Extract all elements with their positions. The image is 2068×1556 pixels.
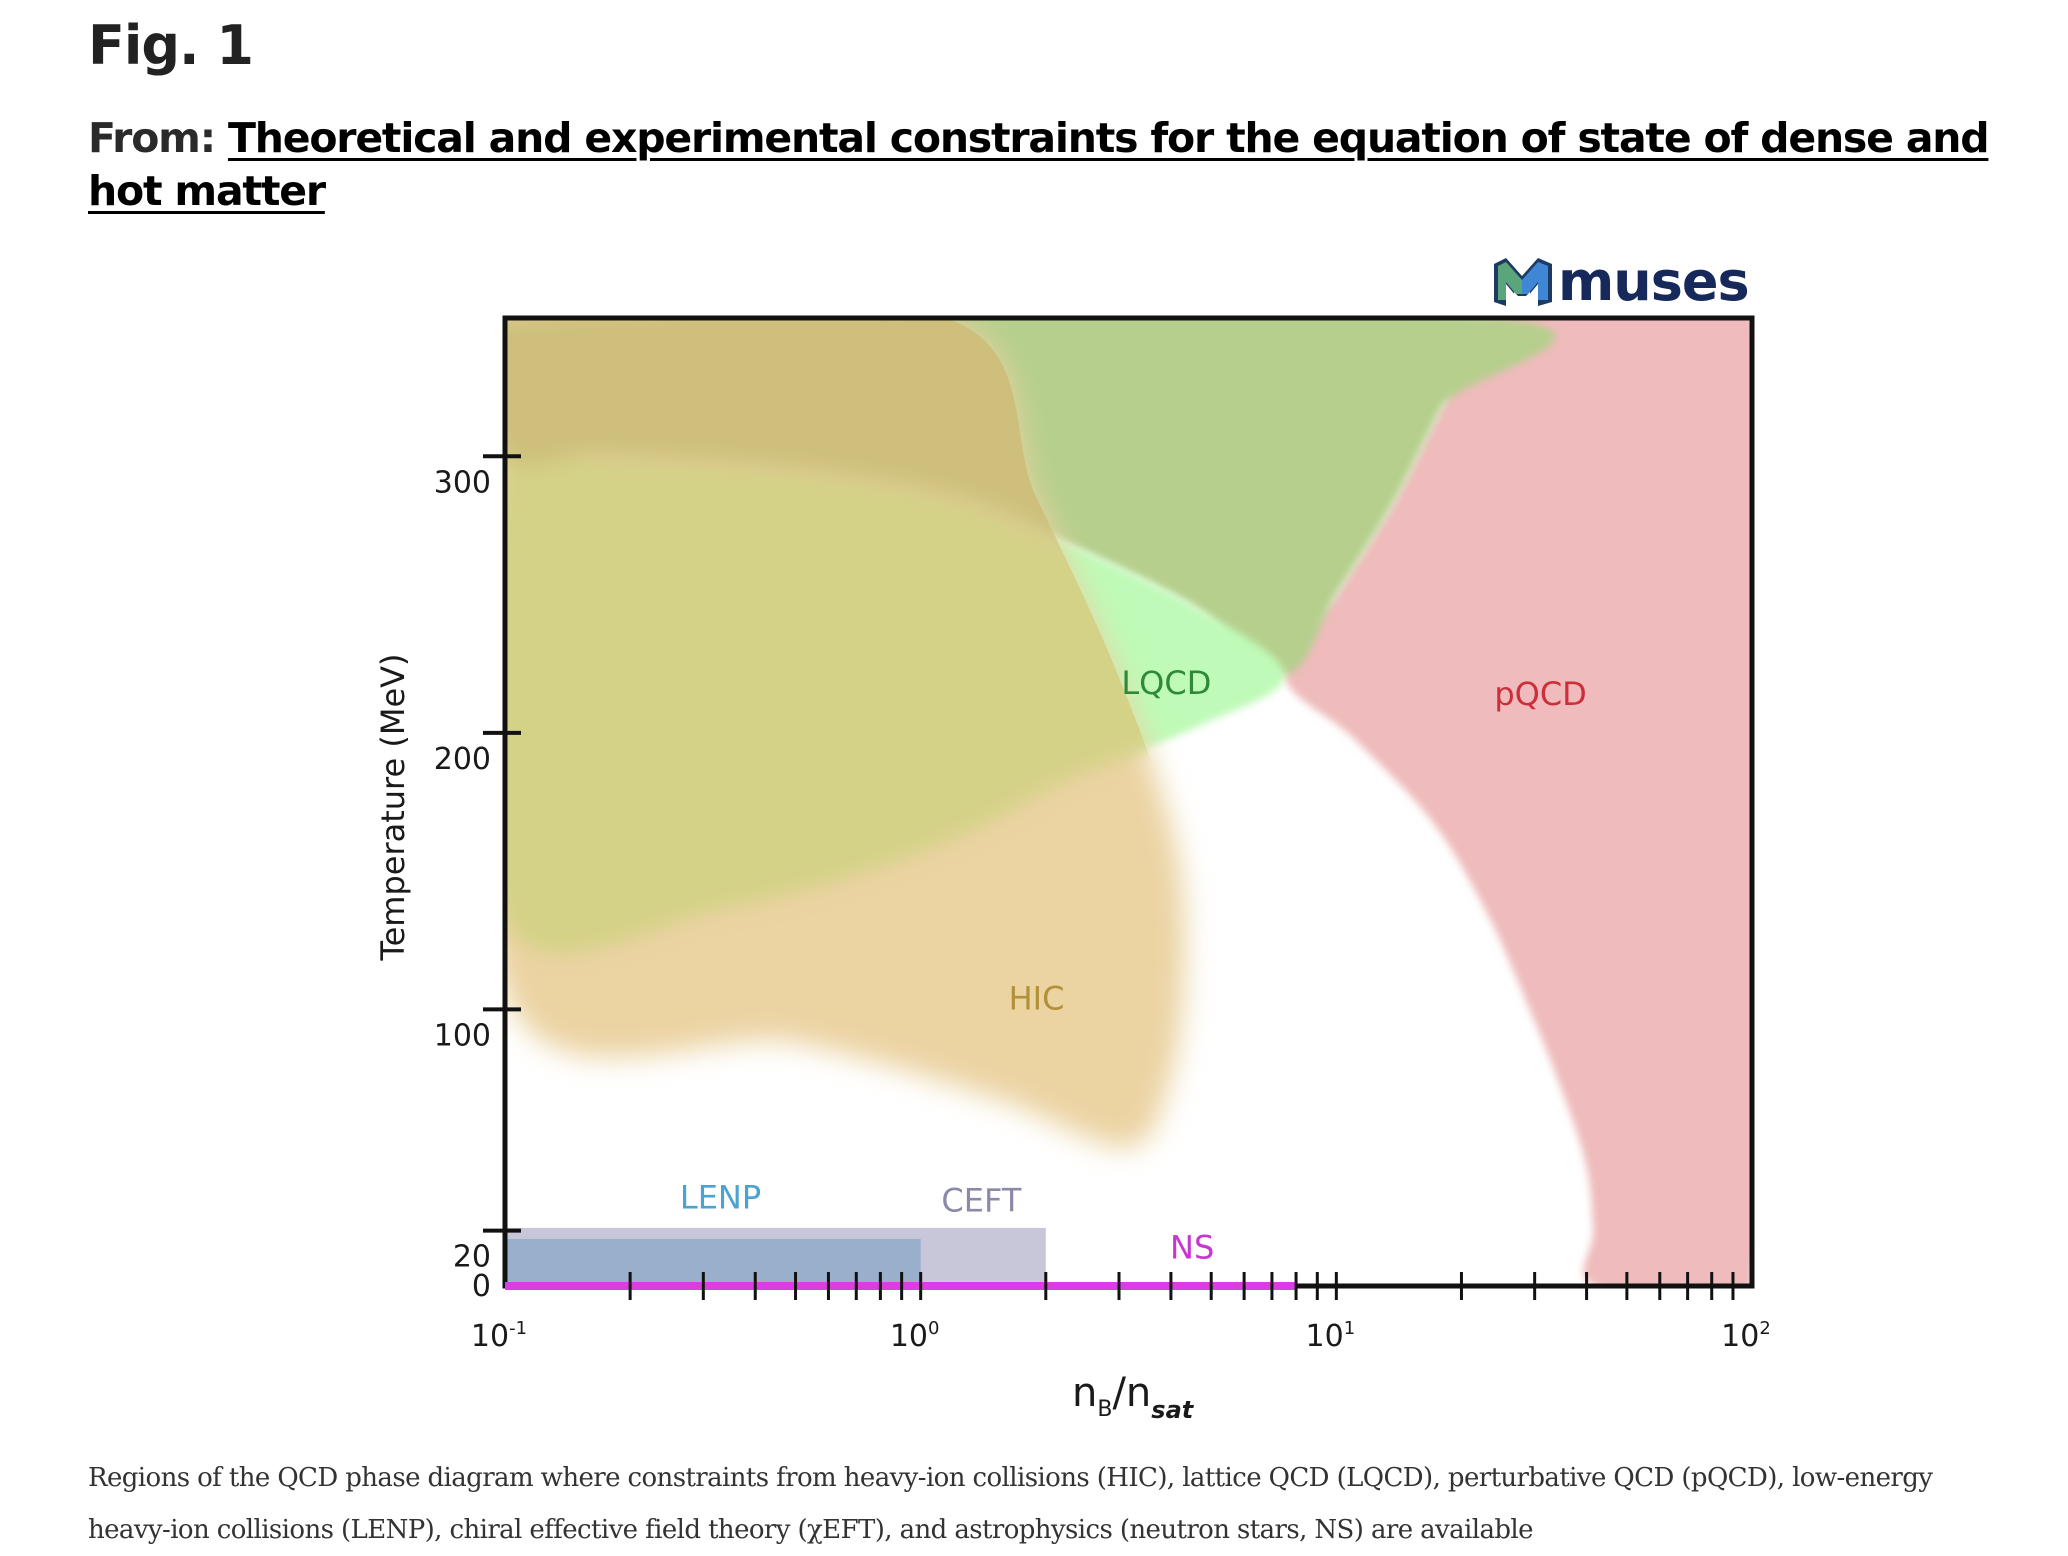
label-ceft: CEFT — [941, 1181, 1021, 1219]
muses-wordmark: muses — [1558, 250, 1749, 313]
label-ns: NS — [1170, 1228, 1214, 1266]
x-tick-exponent: -1 — [509, 1318, 527, 1339]
x-tick-exponent: 0 — [928, 1318, 939, 1339]
label-lqcd: LQCD — [1121, 664, 1211, 702]
y-tick-label: 300 — [434, 465, 491, 500]
region-pqcd — [1284, 318, 1752, 1286]
band-lenp — [505, 1238, 921, 1286]
x-axis-title-sub-b: B — [1097, 1397, 1112, 1422]
x-axis-title-slash: /n — [1112, 1370, 1151, 1416]
source-prefix: From: — [88, 114, 216, 162]
regions-layer — [505, 318, 1752, 1286]
x-tick-label: 101 — [1306, 1318, 1356, 1354]
y-tick-label: 20 — [453, 1240, 491, 1275]
x-tick-exponent: 1 — [1344, 1318, 1355, 1339]
x-axis-title: nB/nsat — [1072, 1370, 1195, 1424]
overlap-hic-lqcd-upper — [505, 318, 1185, 675]
figure-source: From: Theoretical and experimental const… — [88, 112, 2048, 218]
y-tick-label: 0 — [472, 1269, 491, 1304]
overlap-fill — [505, 318, 1185, 675]
label-lenp: LENP — [680, 1178, 761, 1216]
x-tick-base: 10 — [890, 1319, 928, 1354]
muses-m-logo-icon — [1494, 258, 1552, 306]
bands-layer — [505, 1227, 1046, 1286]
figure-caption: Regions of the QCD phase diagram where c… — [88, 1463, 1933, 1545]
figure-label: Fig. 1 — [88, 14, 254, 77]
label-pqcd: pQCD — [1494, 675, 1586, 713]
y-axis-title: Temperature (MeV) — [374, 653, 412, 961]
x-tick-exponent: 2 — [1759, 1318, 1770, 1339]
y-tick-label: 100 — [434, 1018, 491, 1053]
x-tick-base: 10 — [1306, 1319, 1344, 1354]
x-tick-label: 10-1 — [471, 1318, 527, 1354]
x-axis-title-n: n — [1072, 1370, 1097, 1416]
y-tick-label: 200 — [434, 742, 491, 777]
label-hic: HIC — [1009, 979, 1065, 1017]
x-tick-label: 100 — [890, 1318, 940, 1354]
x-tick-label: 102 — [1721, 1318, 1771, 1354]
x-axis-title-sub-sat: sat — [1151, 1396, 1194, 1424]
x-tick-base: 10 — [471, 1319, 509, 1354]
article-title-link[interactable]: Theoretical and experimental constraints… — [88, 114, 1990, 215]
muses-logo: muses — [1494, 250, 1750, 313]
x-tick-base: 10 — [1721, 1319, 1759, 1354]
labels-layer: HIC LQCD pQCD CEFT LENP NS — [680, 664, 1587, 1266]
